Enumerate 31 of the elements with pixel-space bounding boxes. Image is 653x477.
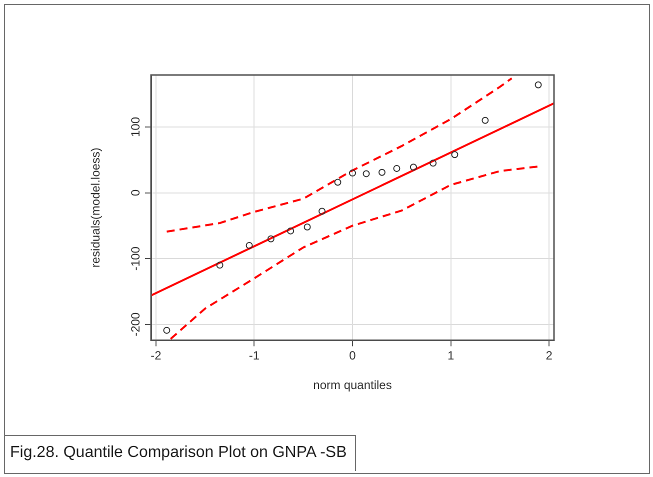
point <box>393 164 400 172</box>
point <box>304 224 311 231</box>
point <box>246 242 253 249</box>
y-axis-title: residuals(model.loess) <box>88 148 103 268</box>
point <box>378 168 386 176</box>
line-series <box>166 77 513 233</box>
point <box>482 116 489 124</box>
x-axis-title: norm quantiles <box>313 378 392 392</box>
x-tick-label: 1 <box>447 348 454 363</box>
point <box>362 170 370 178</box>
y-tick-label: 0 <box>128 189 142 196</box>
point <box>534 81 542 88</box>
point <box>430 160 437 167</box>
y-tick-label: -100 <box>128 246 142 271</box>
point <box>410 164 417 171</box>
caption: Fig.28. Quantile Comparison Plot on GNPA -SB <box>4 435 356 471</box>
y-tick-label: 100 <box>128 116 142 138</box>
point <box>216 262 224 269</box>
point <box>318 208 326 215</box>
point <box>349 170 356 177</box>
line-series <box>170 165 540 340</box>
x-tick-label: 0 <box>349 348 356 363</box>
point <box>451 151 458 158</box>
point <box>163 326 170 334</box>
point <box>287 227 294 234</box>
y-tick-label: -200 <box>128 312 142 336</box>
x-tick-label: -2 <box>150 348 162 363</box>
point <box>334 178 342 186</box>
x-tick-label: -1 <box>248 348 260 363</box>
x-tick-label: 2 <box>546 348 553 363</box>
point <box>267 235 274 242</box>
